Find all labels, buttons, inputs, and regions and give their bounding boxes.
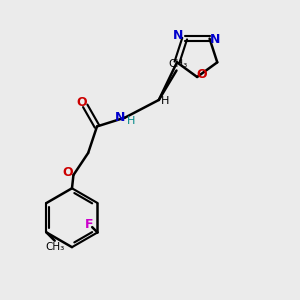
Text: N: N (210, 33, 220, 46)
Text: H: H (127, 116, 136, 126)
Text: O: O (63, 166, 74, 179)
Text: O: O (196, 68, 207, 81)
Text: F: F (84, 218, 93, 231)
Text: N: N (173, 29, 183, 42)
Text: H: H (161, 95, 170, 106)
Text: N: N (116, 110, 126, 124)
Text: O: O (76, 96, 87, 110)
Text: CH₃: CH₃ (45, 242, 64, 252)
Text: CH₃: CH₃ (168, 59, 188, 69)
